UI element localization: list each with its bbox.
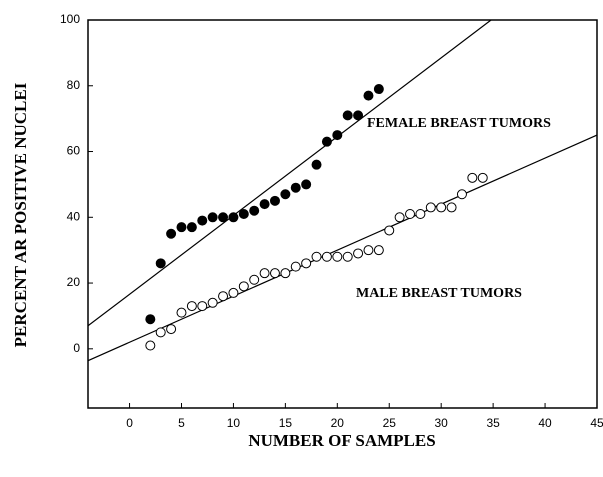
point xyxy=(269,195,280,206)
x-tick-label: 10 xyxy=(227,416,241,430)
trend-line xyxy=(88,20,492,327)
x-axis-label: NUMBER OF SAMPLES xyxy=(248,431,435,450)
x-tick-label: 35 xyxy=(486,416,500,430)
x-tick-label: 0 xyxy=(126,416,133,430)
point xyxy=(290,261,301,272)
point xyxy=(238,281,249,292)
point xyxy=(186,301,197,312)
point xyxy=(363,90,374,101)
point xyxy=(176,222,187,233)
point xyxy=(166,228,177,239)
point xyxy=(477,172,488,183)
point xyxy=(238,209,249,219)
point xyxy=(321,251,332,262)
point xyxy=(145,340,156,351)
point xyxy=(467,172,478,183)
y-tick-label: 0 xyxy=(73,341,80,355)
point xyxy=(155,327,166,338)
point xyxy=(207,297,218,308)
point xyxy=(353,110,364,121)
point xyxy=(228,212,239,223)
point xyxy=(456,189,467,200)
point xyxy=(290,182,301,193)
point xyxy=(176,307,187,318)
point xyxy=(228,287,239,298)
point xyxy=(415,209,426,219)
point xyxy=(405,209,416,219)
y-tick-label: 100 xyxy=(60,12,80,26)
point xyxy=(155,258,166,269)
point xyxy=(218,291,229,302)
point xyxy=(259,199,270,210)
point xyxy=(373,245,384,256)
x-tick-label: 30 xyxy=(435,416,449,430)
point xyxy=(280,268,291,279)
point xyxy=(186,222,197,233)
point xyxy=(425,202,436,213)
series-label: FEMALE BREAST TUMORS xyxy=(367,116,551,131)
point xyxy=(311,251,322,262)
point xyxy=(384,225,395,236)
point xyxy=(373,84,384,95)
plot-frame xyxy=(87,19,598,409)
x-tick-label: 25 xyxy=(383,416,397,430)
point xyxy=(332,251,343,262)
point xyxy=(342,110,353,121)
point xyxy=(207,212,218,223)
y-tick-label: 80 xyxy=(67,78,81,92)
trend-line xyxy=(88,134,597,362)
point xyxy=(353,248,364,259)
point xyxy=(197,301,208,312)
point xyxy=(332,130,343,141)
point xyxy=(259,268,270,279)
point xyxy=(436,202,447,213)
x-tick-label: 15 xyxy=(279,416,293,430)
y-tick-label: 60 xyxy=(67,144,81,158)
point xyxy=(301,258,312,269)
point xyxy=(342,251,353,262)
point xyxy=(197,215,208,226)
x-tick-label: 20 xyxy=(331,416,345,430)
y-axis-label: PERCENT AR POSITIVE NUCLEI xyxy=(11,82,30,347)
point xyxy=(301,179,312,190)
point xyxy=(145,314,156,325)
point xyxy=(363,245,374,256)
point xyxy=(269,268,280,279)
x-tick-label: 40 xyxy=(538,416,552,430)
point xyxy=(280,189,291,200)
point xyxy=(321,136,332,147)
x-tick-label: 5 xyxy=(178,416,185,430)
y-tick-label: 20 xyxy=(67,275,81,289)
point xyxy=(311,159,322,170)
point xyxy=(394,212,405,223)
point xyxy=(446,202,457,213)
point xyxy=(166,324,177,335)
x-tick-label: 45 xyxy=(590,416,603,430)
y-tick-label: 40 xyxy=(67,209,81,223)
point xyxy=(249,274,260,285)
point xyxy=(218,212,229,223)
point xyxy=(249,205,260,216)
series-label: MALE BREAST TUMORS xyxy=(356,286,522,301)
